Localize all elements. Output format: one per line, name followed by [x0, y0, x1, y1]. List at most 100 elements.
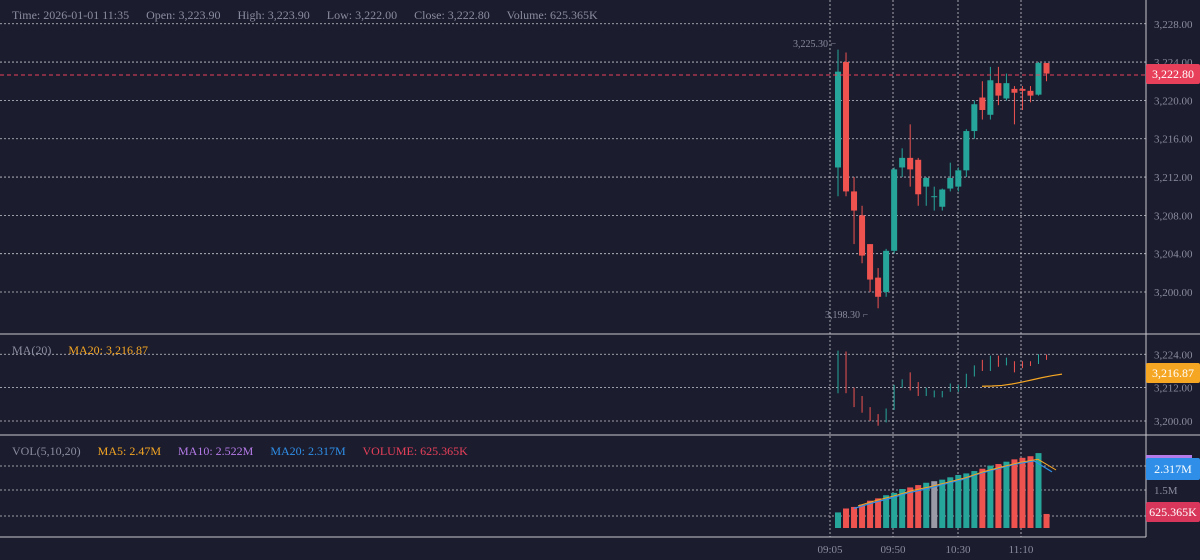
panel-dividers	[0, 0, 1200, 538]
candle-body	[963, 131, 970, 171]
vol-ma20-value: MA20: 2.317M	[270, 444, 346, 458]
volume-bar	[955, 474, 962, 528]
ma20-line	[981, 373, 1063, 387]
volume-bar	[875, 498, 882, 528]
volume-bar	[891, 492, 898, 528]
volume-bars	[835, 453, 1057, 528]
volume-tick-label: 1.5M	[1154, 485, 1178, 497]
vol-ma20-badge: 2.317M	[1154, 462, 1192, 476]
volume-badge: 625.365K	[1149, 505, 1197, 519]
price-tick-label: 3,220.00	[1154, 95, 1193, 107]
ma20-badge-bg	[1146, 363, 1200, 383]
volume-bar	[915, 485, 922, 528]
candle-body	[1003, 83, 1010, 99]
candle-body	[987, 80, 994, 115]
volume-bar	[1027, 456, 1034, 528]
candle-body	[947, 177, 954, 189]
ma-indicator-name[interactable]: MA(20)	[12, 343, 52, 357]
low-annotation: 3,198.30 ⌐	[825, 310, 869, 321]
candle-body	[1043, 63, 1050, 74]
volume-bar	[851, 506, 858, 528]
candle-body	[899, 157, 906, 168]
volume-bar	[859, 504, 866, 528]
ma-tick-label: 3,212.00	[1154, 383, 1193, 395]
candle-body	[835, 71, 841, 168]
candle-body	[939, 189, 946, 207]
candle-body	[1027, 90, 1034, 96]
candle-body	[867, 244, 874, 280]
volume-bar	[971, 471, 978, 528]
volume-ma5-line	[857, 458, 1057, 507]
price-tick-label: 3,228.00	[1154, 19, 1193, 31]
ma-indicator-legend: MA(20) MA20: 3,216.87	[12, 343, 162, 358]
ma-tick-label: 3,200.00	[1154, 416, 1193, 428]
volume-bar	[899, 489, 906, 528]
info-close: Close: 3,222.80	[414, 8, 490, 22]
volume-bar	[995, 464, 1002, 528]
high-annotation: 3,225.30 ⌐	[793, 39, 837, 50]
vol-ma5-value: MA5: 2.47M	[97, 444, 161, 458]
vol-ma20-badge-bg	[1146, 458, 1200, 480]
volume-bar	[939, 479, 946, 528]
info-volume: Volume: 625.365K	[506, 8, 598, 22]
volume-bar	[979, 468, 986, 528]
volume-bar	[835, 512, 841, 528]
volume-bar	[963, 473, 970, 528]
volume-bar	[883, 495, 890, 528]
ohlc-info-bar: Time: 2026-01-01 11:35 Open: 3,223.90 Hi…	[12, 8, 612, 23]
volume-bar	[947, 477, 954, 528]
volume-bar	[987, 465, 994, 528]
candle-body	[875, 277, 882, 297]
price-tick-label: 3,200.00	[1154, 287, 1193, 299]
candle-body	[1035, 63, 1042, 95]
volume-bar	[1019, 457, 1026, 528]
ma-tick-label: 3,224.00	[1154, 349, 1193, 361]
vol-volume-value: VOLUME: 625.365K	[362, 444, 468, 458]
time-tick-label: 09:05	[817, 544, 843, 556]
volume-bar	[867, 500, 874, 528]
last-price-badge: 3,222.80	[1152, 67, 1194, 81]
candle-body	[971, 104, 978, 132]
info-high: High: 3,223.90	[237, 8, 310, 22]
volume-bar	[1043, 513, 1050, 528]
ma20-value: MA20: 3,216.87	[68, 343, 148, 357]
ma-panel-candles	[837, 350, 1063, 426]
candle-body	[859, 215, 866, 256]
price-tick-label: 3,204.00	[1154, 249, 1193, 261]
info-low: Low: 3,222.00	[326, 8, 398, 22]
candle-body	[843, 62, 850, 192]
candle-body	[955, 170, 962, 187]
axes: 3,228.00 3,224.00 3,220.00 3,216.00 3,212.00…	[793, 19, 1200, 556]
volume-badge-bg	[1146, 502, 1200, 522]
candle-body	[851, 191, 858, 211]
price-candles	[835, 49, 1050, 309]
volume-bar	[907, 487, 914, 528]
vol-indicator-name[interactable]: VOL(5,10,20)	[12, 444, 81, 458]
volume-bar	[931, 481, 938, 528]
candle-body	[907, 157, 914, 170]
time-tick-label: 11:10	[1009, 544, 1034, 556]
info-open: Open: 3,223.90	[146, 8, 221, 22]
candle-body	[995, 83, 1002, 96]
candle-body	[931, 196, 938, 198]
candle-body	[891, 169, 898, 251]
volume-bar	[843, 508, 850, 528]
volume-ma20-line	[853, 460, 1053, 510]
volume-bar	[1035, 453, 1042, 528]
ma20-badge: 3,216.87	[1152, 366, 1194, 380]
price-tick-label: 3,212.00	[1154, 172, 1193, 184]
vol-ma10-value: MA10: 2.522M	[178, 444, 254, 458]
last-price-badge-bg	[1146, 64, 1200, 84]
candle-body	[883, 250, 890, 292]
price-tick-label: 3,208.00	[1154, 210, 1193, 222]
time-tick-label: 10:30	[945, 544, 971, 556]
volume-bar	[1011, 459, 1018, 528]
time-tick-label: 09:50	[880, 544, 906, 556]
volume-bar	[923, 482, 930, 528]
candle-body	[923, 177, 930, 187]
candle-body	[915, 159, 922, 195]
candle-body	[979, 97, 986, 110]
info-time: Time: 2026-01-01 11:35	[12, 8, 130, 22]
grid	[0, 0, 1146, 537]
